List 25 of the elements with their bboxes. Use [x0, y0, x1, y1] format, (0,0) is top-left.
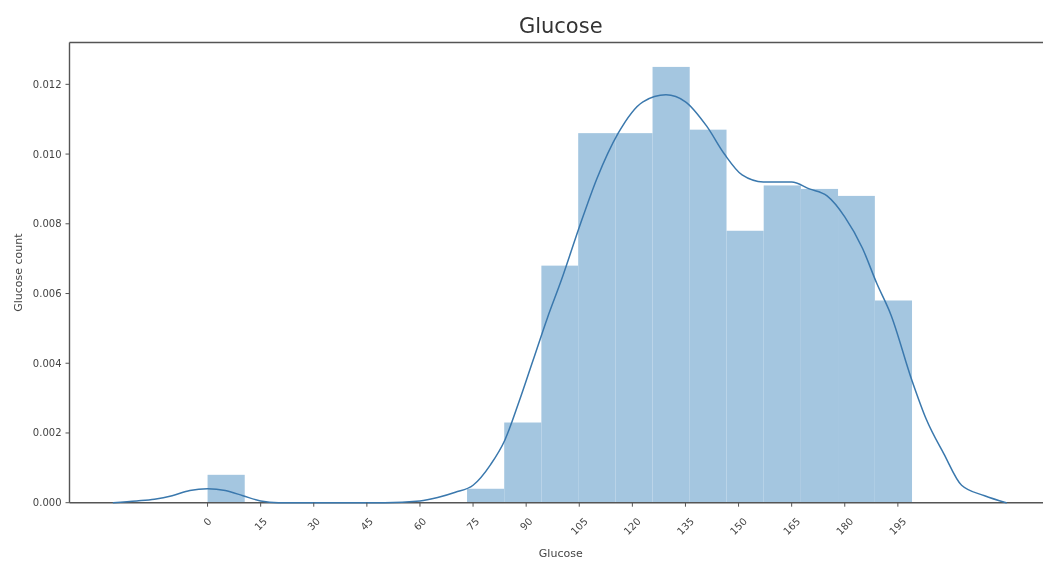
y-tick-label: 0.002	[32, 427, 62, 439]
x-tick-label: 195	[887, 515, 909, 537]
x-tick-label: 15	[252, 515, 270, 533]
x-tick-label: 60	[411, 515, 429, 533]
y-tick-label: 0.006	[32, 288, 62, 300]
y-tick-label: 0.010	[32, 148, 62, 160]
x-tick-label: 120	[621, 515, 643, 537]
x-tick-label: 135	[674, 515, 697, 537]
y-tick-label: 0.000	[32, 497, 62, 509]
y-tick-label: 0.008	[32, 218, 62, 230]
x-tick-label: 90	[517, 515, 535, 533]
x-tick-label: 45	[358, 515, 376, 533]
x-tick-label: 180	[834, 515, 856, 537]
chart-title: Glucose	[518, 14, 603, 38]
y-axis-title: Glucose count	[11, 232, 25, 312]
x-axis-title: Glucose	[538, 547, 583, 560]
x-tick-label: 165	[781, 515, 803, 537]
x-tick-label: 0	[201, 515, 214, 528]
y-tick-label: 0.012	[32, 78, 62, 90]
x-tick-label: 150	[727, 515, 750, 537]
x-tick-label: 30	[305, 515, 323, 533]
x-tick-label: 75	[464, 515, 482, 533]
line-series	[112, 94, 1007, 504]
y-tick-label: 0.004	[32, 357, 62, 369]
x-tick-label: 105	[568, 515, 590, 537]
